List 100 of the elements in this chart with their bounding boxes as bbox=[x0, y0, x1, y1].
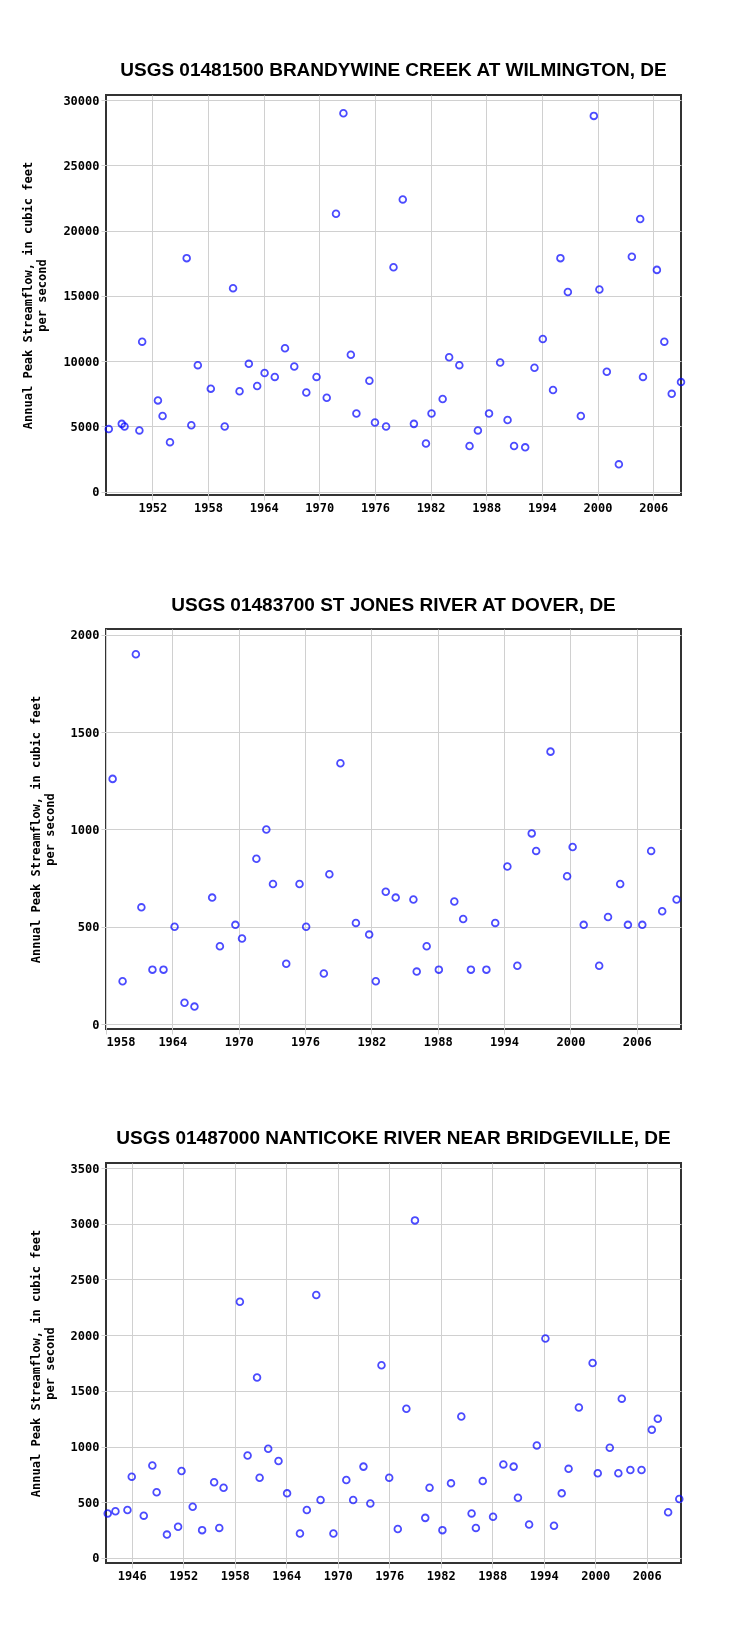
point bbox=[364, 930, 374, 939]
y-tick-label: 15000 bbox=[63, 289, 100, 304]
y-tick-label: 3000 bbox=[70, 1217, 100, 1232]
y-tick-label: 0 bbox=[92, 485, 100, 500]
x-tick-label: 2000 bbox=[583, 500, 613, 515]
point bbox=[381, 887, 391, 897]
point bbox=[351, 918, 361, 928]
point bbox=[458, 914, 468, 924]
y-tick-label: 20000 bbox=[63, 224, 100, 239]
y-tick-label: 1500 bbox=[70, 725, 100, 740]
point bbox=[412, 967, 421, 976]
point bbox=[180, 998, 189, 1007]
y-tick-label: 0 bbox=[92, 1551, 100, 1566]
x-tick-label: 1958 bbox=[106, 1034, 136, 1049]
point bbox=[568, 842, 577, 852]
point bbox=[325, 870, 334, 879]
point bbox=[215, 942, 225, 951]
point bbox=[252, 854, 261, 863]
y-tick-label: 0 bbox=[92, 1017, 100, 1032]
x-tick-label: 1970 bbox=[224, 1034, 254, 1049]
point bbox=[490, 918, 500, 928]
x-tick-label: 2006 bbox=[632, 1568, 662, 1583]
point bbox=[450, 897, 459, 906]
y-tick-label: 3500 bbox=[70, 1161, 100, 1176]
point bbox=[170, 922, 179, 932]
x-tick-label: 1952 bbox=[169, 1568, 199, 1583]
x-tick-label: 2006 bbox=[639, 500, 669, 515]
point bbox=[466, 965, 476, 974]
y-tick-label: 500 bbox=[77, 1495, 100, 1510]
x-tick-label: 1946 bbox=[117, 1568, 147, 1583]
point bbox=[237, 934, 247, 943]
x-tick-label: 1964 bbox=[249, 500, 279, 515]
point bbox=[623, 920, 633, 930]
point bbox=[131, 650, 141, 659]
point bbox=[409, 895, 418, 904]
chart-title: USGS 01487000 NANTICOKE RIVER NEAR BRIDGEVILLE, DE bbox=[116, 1127, 671, 1149]
point bbox=[638, 920, 647, 930]
point bbox=[118, 977, 127, 986]
point bbox=[148, 965, 157, 974]
y-tick-label: 1000 bbox=[70, 822, 100, 837]
point bbox=[231, 920, 240, 930]
point bbox=[190, 1002, 199, 1011]
point bbox=[562, 871, 572, 881]
point bbox=[579, 920, 588, 930]
x-tick-label: 1970 bbox=[323, 1568, 353, 1583]
point bbox=[603, 912, 613, 922]
point bbox=[434, 965, 444, 974]
y-tick-label: 2000 bbox=[70, 628, 100, 643]
x-tick-label: 1958 bbox=[194, 500, 223, 515]
y-tick-label: 2000 bbox=[70, 1328, 100, 1343]
y-tick-label: 30000 bbox=[63, 93, 100, 108]
point bbox=[137, 903, 146, 912]
point bbox=[594, 961, 604, 970]
y-tick-label: 5000 bbox=[70, 419, 100, 434]
x-tick-label: 1970 bbox=[305, 500, 335, 515]
point bbox=[646, 846, 656, 856]
x-tick-label: 1958 bbox=[220, 1568, 250, 1583]
point bbox=[319, 969, 329, 978]
point bbox=[546, 747, 555, 756]
point bbox=[262, 825, 271, 834]
y-tick-label: 1500 bbox=[70, 1384, 100, 1399]
x-tick-label: 1982 bbox=[357, 1034, 387, 1049]
x-tick-label: 1976 bbox=[375, 1568, 405, 1583]
point bbox=[108, 774, 117, 784]
point bbox=[531, 846, 541, 856]
y-axis-title: Annual Peak Streamflow, in cubic feet per second bbox=[28, 695, 57, 964]
x-tick-label: 1976 bbox=[291, 1034, 320, 1049]
y-tick-label: 25000 bbox=[63, 158, 100, 173]
y-axis-title: Annual Peak Streamflow, in cubic feet per second bbox=[28, 1229, 57, 1498]
point bbox=[503, 862, 512, 871]
y-tick-label: 10000 bbox=[63, 354, 100, 369]
x-tick-label: 1982 bbox=[426, 1568, 456, 1583]
point bbox=[527, 829, 536, 838]
y-tick-label: 1000 bbox=[70, 1440, 100, 1455]
point bbox=[672, 895, 681, 904]
point bbox=[371, 977, 381, 986]
point bbox=[336, 759, 345, 768]
x-tick-label: 2000 bbox=[581, 1568, 611, 1583]
point bbox=[268, 879, 278, 889]
point bbox=[513, 961, 522, 970]
x-tick-label: 1964 bbox=[158, 1034, 188, 1049]
x-tick-label: 1988 bbox=[423, 1034, 453, 1049]
chart-title: USGS 01481500 BRANDYWINE CREEK AT WILMINGTON, DE bbox=[120, 59, 667, 81]
point bbox=[295, 879, 304, 889]
point bbox=[159, 965, 168, 974]
y-tick-label: 500 bbox=[77, 920, 100, 935]
y-tick-label: 2500 bbox=[70, 1272, 100, 1287]
point bbox=[391, 893, 400, 902]
x-tick-label: 1994 bbox=[490, 1034, 520, 1049]
x-tick-label: 1988 bbox=[472, 500, 502, 515]
point bbox=[615, 879, 625, 889]
x-tick-label: 2000 bbox=[556, 1034, 586, 1049]
point bbox=[657, 906, 667, 916]
x-tick-label: 2006 bbox=[622, 1034, 652, 1049]
y-axis-title: Annual Peak Streamflow, in cubic feet per second bbox=[21, 161, 50, 430]
point bbox=[482, 965, 491, 974]
x-tick-label: 1976 bbox=[361, 500, 390, 515]
x-tick-label: 1994 bbox=[529, 1568, 559, 1583]
point bbox=[422, 942, 431, 951]
chart-title: USGS 01483700 ST JONES RIVER AT DOVER, DE bbox=[171, 593, 616, 615]
